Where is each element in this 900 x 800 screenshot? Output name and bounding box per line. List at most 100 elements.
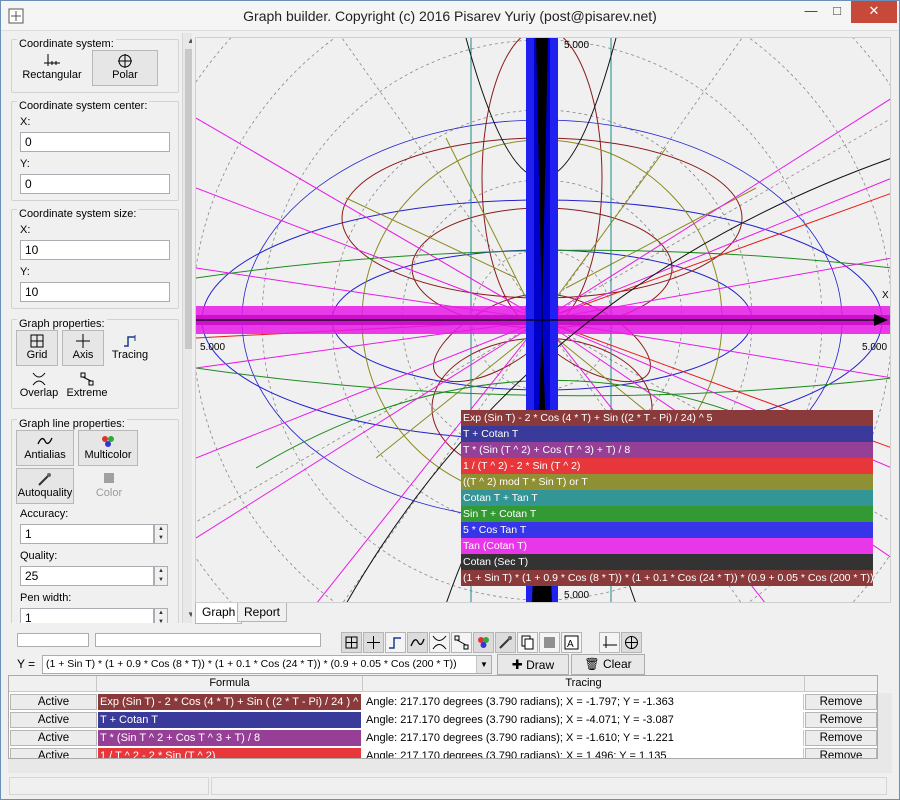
draw-button[interactable]: ✚ Draw: [497, 654, 569, 675]
toolbar-multicolor-button[interactable]: [473, 632, 494, 653]
remove-button[interactable]: Remove: [805, 694, 877, 710]
size-x-input[interactable]: 10: [20, 240, 170, 260]
close-button[interactable]: ✕: [851, 1, 897, 23]
size-y-input[interactable]: 10: [20, 282, 170, 302]
grid-icon: [345, 636, 358, 649]
toolbar-overlap-button[interactable]: [429, 632, 450, 653]
rectangular-axes-icon: [44, 54, 60, 66]
toolbar-color-button[interactable]: [539, 632, 560, 653]
legend-item: T * (Sin (T ^ 2) + Cos (T ^ 3) + T) / 8: [461, 442, 873, 458]
status-bar: [5, 777, 897, 795]
formula-cell[interactable]: Exp (Sin T) - 2 * Cos (4 * T) + Sin ( (2…: [98, 694, 361, 710]
graph-canvas[interactable]: 5.000 5.000 5.000 5.000 X Exp (Sin T) - …: [195, 37, 891, 603]
toolbar-axis-button[interactable]: [363, 632, 384, 653]
settings-panel: Coordinate system: Rectangular Polar Coo…: [8, 33, 192, 623]
active-toggle[interactable]: Active: [10, 712, 97, 728]
pen-width-label: Pen width:: [20, 592, 72, 604]
scrollbar-thumb[interactable]: [185, 49, 192, 349]
table-horizontal-scrollbar[interactable]: [8, 759, 892, 773]
multicolor-label: Multicolor: [84, 449, 132, 461]
center-y-input[interactable]: 0: [20, 174, 170, 194]
header-active: [9, 676, 97, 692]
overlap-icon: [32, 372, 46, 386]
antialias-button[interactable]: Antialias: [16, 430, 74, 466]
remove-button[interactable]: Remove: [805, 748, 877, 758]
toolbar-autoquality-button[interactable]: [495, 632, 516, 653]
rectangular-button[interactable]: Rectangular: [18, 50, 86, 86]
minimize-button[interactable]: —: [797, 1, 825, 23]
legend-item: 5 * Cos Tan T: [461, 522, 873, 538]
quality-spinner[interactable]: ▲ ▼: [154, 566, 168, 586]
trash-icon: 🗑: [584, 657, 600, 671]
pen-width-spinner[interactable]: ▲ ▼: [154, 608, 168, 623]
axis-icon: [367, 636, 380, 649]
tracing-cell: Angle: 217.170 degrees (3.790 radians); …: [364, 730, 804, 746]
multicolor-button[interactable]: Multicolor: [78, 430, 138, 466]
status-edit-right[interactable]: [95, 633, 321, 647]
status-edit-left[interactable]: [17, 633, 89, 647]
active-toggle[interactable]: Active: [10, 730, 97, 746]
tab-report[interactable]: Report: [237, 603, 288, 622]
formula-cell[interactable]: T * (Sin T ^ 2 + Cos T ^ 3 + T) / 8: [98, 730, 361, 746]
settings-scrollbar[interactable]: ▲ ▼: [182, 33, 192, 623]
minimize-icon: —: [804, 3, 818, 18]
center-x-input[interactable]: 0: [20, 132, 170, 152]
grid-label: Grid: [26, 349, 48, 361]
clear-button[interactable]: 🗑 Clear: [571, 654, 645, 675]
polar-button[interactable]: Polar: [92, 50, 158, 86]
graph-legend: Exp (Sin T) - 2 * Cos (4 * T) + Sin ((2 …: [461, 410, 873, 586]
toolbar-antialias-button[interactable]: [407, 632, 428, 653]
active-toggle[interactable]: Active: [10, 694, 97, 710]
toolbar-extreme-button[interactable]: [451, 632, 472, 653]
remove-button[interactable]: Remove: [805, 730, 877, 746]
polar-label: Polar: [112, 69, 138, 81]
coordinate-system-title: Coordinate system:: [17, 38, 116, 50]
pen-width-input[interactable]: 1: [20, 608, 154, 623]
axis-button[interactable]: Axis: [62, 330, 104, 366]
color-button[interactable]: Color: [82, 468, 136, 504]
formula-cell[interactable]: 1 / T ^ 2 - 2 * Sin (T ^ 2): [98, 748, 361, 758]
remove-button[interactable]: Remove: [805, 712, 877, 728]
maximize-button[interactable]: □: [823, 1, 851, 23]
tracing-button[interactable]: Tracing: [108, 330, 152, 366]
scroll-down-icon[interactable]: ▼: [187, 610, 192, 619]
center-title: Coordinate system center:: [17, 100, 150, 112]
quality-input[interactable]: 25: [20, 566, 154, 586]
toolbar-rectangular-button[interactable]: [599, 632, 620, 653]
toolbar-polar-button[interactable]: [621, 632, 642, 653]
accuracy-input[interactable]: 1: [20, 524, 154, 544]
autoquality-button[interactable]: Autoquality: [16, 468, 74, 504]
scroll-up-icon[interactable]: ▲: [187, 36, 192, 45]
toolbar-font-button[interactable]: A: [561, 632, 582, 653]
legend-item: Cotan T + Tan T: [461, 490, 873, 506]
extreme-button[interactable]: Extreme: [64, 368, 110, 404]
rectangular-label: Rectangular: [22, 69, 82, 81]
table-vertical-scrollbar[interactable]: [878, 693, 892, 759]
formula-input[interactable]: (1 + Sin T) * (1 + 0.9 * Cos (8 * T)) * …: [42, 655, 492, 674]
toolbar-tracing-button[interactable]: [385, 632, 406, 653]
center-x-label: X:: [20, 116, 31, 128]
active-toggle[interactable]: Active: [10, 748, 97, 758]
tab-graph[interactable]: Graph: [195, 603, 243, 624]
accuracy-spinner[interactable]: ▲ ▼: [154, 524, 168, 544]
antialias-icon: [37, 437, 53, 445]
polar-axes-icon: [118, 54, 132, 68]
formula-table: Formula Tracing Active Exp (Sin T) - 2 *…: [8, 675, 878, 759]
size-title: Coordinate system size:: [17, 208, 139, 220]
toolbar-copy-button[interactable]: [517, 632, 538, 653]
size-group: Coordinate system size: X: 10 Y: 10: [11, 208, 179, 309]
header-remove: [805, 676, 877, 692]
close-icon: ✕: [868, 3, 880, 18]
formula-cell[interactable]: T + Cotan T: [98, 712, 361, 728]
graph-properties-title: Graph properties:: [17, 318, 107, 330]
tracing-cell: Angle: 217.170 degrees (3.790 radians); …: [364, 712, 804, 728]
grid-icon: [30, 334, 44, 348]
grid-button[interactable]: Grid: [16, 330, 58, 366]
chevron-down-icon: ▼: [480, 660, 488, 669]
color-swatch-icon: [544, 637, 555, 648]
toolbar-grid-button[interactable]: [341, 632, 362, 653]
line-properties-title: Graph line properties:: [17, 418, 127, 430]
overlap-button[interactable]: Overlap: [16, 368, 62, 404]
formula-dropdown-arrow[interactable]: ▼: [476, 656, 491, 673]
window-title: Graph builder. Copyright (c) 2016 Pisare…: [243, 8, 657, 24]
